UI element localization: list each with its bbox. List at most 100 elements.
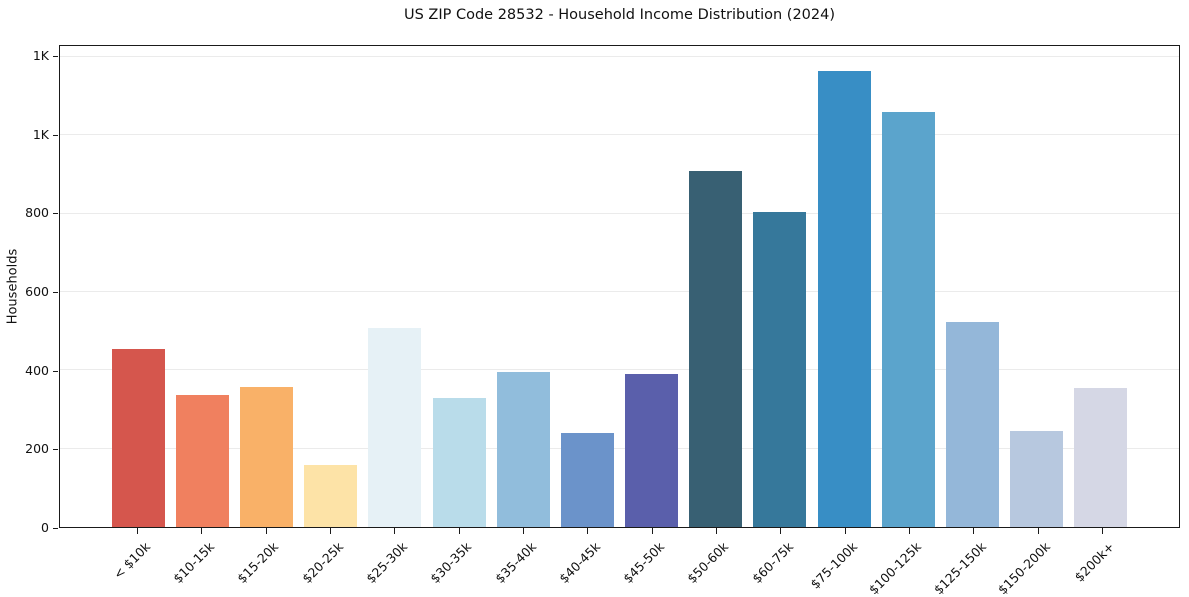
x-label-slot: $10-15k [169, 537, 233, 587]
x-axis-labels: < $10k $10-15k $15-20k $20-25k $25-30k $30-35… [59, 537, 1180, 597]
x-tick-mark [201, 528, 203, 534]
x-tick-slot [812, 528, 876, 534]
x-tick-slot [1005, 528, 1069, 534]
x-tick-mark [651, 528, 653, 534]
x-tick-slot [877, 528, 941, 534]
bar-slot [620, 46, 684, 527]
x-tick-mark [715, 528, 717, 534]
x-tick-label: $15-20k [234, 539, 282, 587]
bar-$10-15k [175, 395, 229, 527]
x-label-slot: $25-30k [362, 537, 426, 587]
y-tick-mark [53, 134, 58, 136]
x-tick-mark [137, 528, 139, 534]
y-tick-mark [53, 449, 58, 451]
bar-$30-35k [432, 397, 486, 527]
x-tick-slot [491, 528, 555, 534]
y-tick-label: 400 [25, 362, 49, 378]
gridline [60, 55, 1179, 57]
bar-$35-40k [496, 372, 550, 527]
x-tick-mark [587, 528, 589, 534]
x-tick-slot [684, 528, 748, 534]
y-tick-mark [53, 213, 58, 215]
x-tick-label: $50-60k [684, 539, 732, 587]
bar-$15-20k [239, 387, 293, 527]
y-tick-mark [53, 370, 58, 372]
y-tick-label: 1K [32, 48, 49, 63]
x-label-slot: < $10k [105, 537, 169, 587]
bar-slot [555, 46, 619, 527]
gridline [60, 447, 1179, 449]
x-tick-mark [780, 528, 782, 534]
x-label-slot: $150-200k [995, 537, 1069, 597]
bar-$20-25k [304, 465, 358, 527]
x-label-slot: $15-20k [234, 537, 298, 587]
bars-row [60, 46, 1179, 527]
bar-$75-100k [817, 70, 871, 527]
x-axis-tick-marks [59, 528, 1180, 534]
bar-slot [170, 46, 234, 527]
x-tick-label: $20-25k [298, 539, 346, 587]
gridline [60, 290, 1179, 292]
bar-$100-125k [881, 111, 935, 527]
bar-slot [876, 46, 940, 527]
bar-< $10k [111, 348, 165, 527]
x-tick-label: $45-50k [620, 539, 668, 587]
bar-slot [106, 46, 170, 527]
bar-slot [1069, 46, 1133, 527]
x-tick-slot [105, 528, 169, 534]
y-tick-mark [53, 56, 58, 57]
x-tick-mark [1101, 528, 1103, 534]
x-tick-mark [523, 528, 525, 534]
x-tick-label: $35-40k [491, 539, 539, 587]
bar-slot [427, 46, 491, 527]
x-label-slot: $50-60k [684, 537, 748, 587]
x-tick-mark [908, 528, 910, 534]
bar-slot [491, 46, 555, 527]
bar-$150-200k [1010, 431, 1064, 527]
x-label-slot: $40-45k [555, 537, 619, 587]
bar-$50-60k [689, 171, 743, 527]
y-tick-label: 800 [25, 205, 49, 221]
bar-$25-30k [368, 328, 422, 527]
bar-$40-45k [560, 433, 614, 527]
x-tick-mark [1037, 528, 1039, 534]
x-tick-label: $75-100k [807, 539, 861, 592]
x-tick-mark [844, 528, 846, 534]
bar-$60-75k [753, 212, 807, 527]
x-label-slot: $60-75k [748, 537, 812, 587]
y-tick-label: 1K [32, 126, 49, 142]
x-tick-slot [620, 528, 684, 534]
x-label-slot: $200k+ [1070, 537, 1134, 587]
x-tick-mark [394, 528, 396, 534]
x-tick-label: $10-15k [170, 539, 218, 587]
bar-$200k+ [1074, 388, 1128, 527]
x-tick-mark [458, 528, 460, 534]
y-tick-mark [53, 292, 58, 293]
y-tick-label: 200 [25, 441, 49, 457]
x-tick-label: $30-35k [427, 539, 475, 587]
x-label-slot: $35-40k [491, 537, 555, 587]
x-label-slot: $20-25k [298, 537, 362, 587]
chart-title: US ZIP Code 28532 - Household Income Dis… [403, 7, 836, 23]
bar-slot [363, 46, 427, 527]
x-tick-slot [941, 528, 1005, 534]
x-tick-slot [427, 528, 491, 534]
x-tick-mark [330, 528, 332, 534]
bar-$45-50k [625, 374, 679, 527]
bar-slot [812, 46, 876, 527]
y-tick-mark [53, 528, 58, 529]
y-tick-label: 0 [41, 520, 49, 535]
bar-slot [299, 46, 363, 527]
x-label-slot: $75-100k [808, 537, 876, 592]
x-tick-slot [555, 528, 619, 534]
bar-slot [234, 46, 298, 527]
y-tick-label: 600 [25, 284, 49, 299]
x-label-slot: $30-35k [427, 537, 491, 587]
x-tick-label: < $10k [109, 539, 153, 582]
x-tick-label: $25-30k [362, 539, 411, 587]
gridline [60, 369, 1179, 371]
bar-slot [748, 46, 812, 527]
gridline [60, 134, 1179, 136]
x-label-slot: $45-50k [620, 537, 684, 587]
